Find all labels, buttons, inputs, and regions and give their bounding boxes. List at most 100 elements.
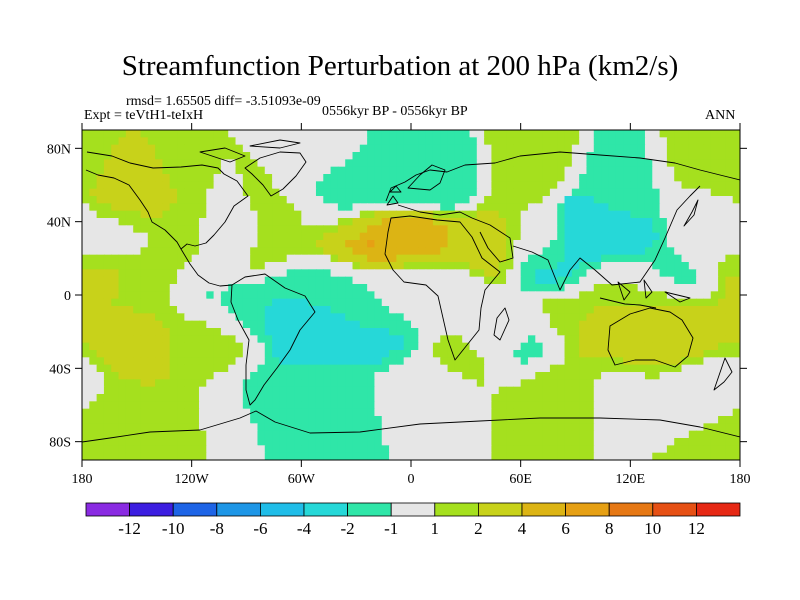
- contour-cell: [718, 130, 726, 138]
- contour-cell: [696, 144, 705, 153]
- contour-cell: [140, 306, 149, 314]
- contour-cell: [549, 232, 558, 241]
- contour-cell: [637, 394, 646, 402]
- contour-cell: [484, 386, 493, 395]
- contour-cell: [301, 401, 310, 410]
- contour-cell: [579, 210, 588, 219]
- contour-cell: [89, 328, 98, 336]
- colorbar-label: 10: [644, 519, 661, 538]
- contour-cell: [688, 218, 697, 226]
- contour-cell: [125, 306, 134, 314]
- contour-cell: [118, 386, 127, 395]
- contour-cell: [367, 159, 376, 168]
- contour-cell: [140, 386, 149, 395]
- contour-cell: [644, 320, 653, 329]
- contour-cell: [411, 328, 419, 336]
- contour-cell: [579, 372, 588, 380]
- contour-cell: [557, 313, 566, 322]
- contour-cell: [535, 225, 544, 234]
- contour-cell: [294, 408, 302, 417]
- contour-cell: [111, 452, 120, 460]
- contour-cell: [608, 291, 617, 300]
- contour-cell: [213, 386, 222, 395]
- colorbar-swatch: [434, 502, 479, 517]
- contour-cell: [374, 210, 383, 219]
- contour-cell: [425, 188, 434, 197]
- contour-cell: [96, 445, 105, 454]
- contour-cell: [469, 357, 478, 366]
- contour-cell: [476, 262, 485, 270]
- contour-cell: [542, 174, 551, 182]
- contour-cell: [337, 291, 346, 300]
- contour-cell: [527, 210, 536, 219]
- contour-cell: [520, 210, 529, 219]
- contour-cell: [155, 196, 164, 204]
- contour-cell: [623, 394, 631, 402]
- contour-cell: [623, 196, 631, 204]
- contour-cell: [454, 262, 463, 270]
- contour-cell: [352, 430, 361, 439]
- contour-cell: [315, 386, 324, 395]
- contour-cell: [659, 269, 668, 278]
- contour-cell: [535, 298, 544, 307]
- contour-cell: [411, 196, 419, 204]
- contour-cell: [411, 240, 419, 248]
- contour-cell: [191, 130, 200, 138]
- contour-cell: [396, 313, 405, 322]
- contour-cell: [411, 262, 419, 270]
- contour-cell: [308, 232, 317, 241]
- contour-cell: [506, 452, 514, 460]
- contour-cell: [476, 269, 485, 278]
- contour-cell: [140, 137, 149, 146]
- contour-cell: [111, 269, 120, 278]
- contour-cell: [506, 174, 514, 182]
- contour-cell: [184, 232, 193, 241]
- contour-cell: [535, 320, 544, 329]
- contour-cell: [184, 372, 193, 380]
- contour-cell: [549, 423, 558, 432]
- contour-cell: [476, 181, 485, 190]
- contour-cell: [462, 159, 471, 168]
- contour-cell: [593, 423, 602, 432]
- contour-cell: [520, 364, 529, 373]
- contour-cell: [125, 357, 134, 366]
- contour-cell: [454, 144, 463, 153]
- contour-cell: [535, 276, 544, 285]
- contour-cell: [557, 188, 566, 197]
- contour-cell: [213, 298, 222, 307]
- contour-cell: [710, 350, 719, 358]
- contour-cell: [257, 452, 266, 460]
- contour-cell: [337, 320, 346, 329]
- contour-cell: [169, 269, 178, 278]
- contour-cell: [140, 196, 149, 204]
- contour-cell: [308, 423, 317, 432]
- contour-cell: [710, 313, 719, 322]
- contour-cell: [345, 401, 354, 410]
- contour-cell: [242, 210, 251, 219]
- contour-cell: [425, 210, 434, 219]
- contour-cell: [491, 269, 500, 278]
- contour-cell: [169, 313, 178, 322]
- contour-cell: [447, 430, 456, 439]
- contour-cell: [235, 364, 244, 373]
- contour-cell: [367, 269, 376, 278]
- contour-cell: [418, 174, 427, 182]
- contour-cell: [206, 254, 215, 263]
- contour-cell: [623, 137, 631, 146]
- contour-cell: [440, 188, 449, 197]
- contour-cell: [96, 386, 105, 395]
- contour-cell: [389, 130, 397, 138]
- contour-cell: [184, 276, 193, 285]
- contour-cell: [89, 357, 98, 366]
- contour-cell: [718, 320, 726, 329]
- contour-cell: [155, 276, 164, 285]
- contour-cell: [615, 174, 624, 182]
- contour-cell: [564, 240, 573, 248]
- contour-cell: [191, 438, 200, 446]
- contour-cell: [191, 188, 200, 197]
- contour-cell: [644, 137, 653, 146]
- contour-cell: [527, 364, 536, 373]
- contour-cell: [220, 430, 229, 439]
- contour-cell: [469, 328, 478, 336]
- contour-cell: [286, 181, 295, 190]
